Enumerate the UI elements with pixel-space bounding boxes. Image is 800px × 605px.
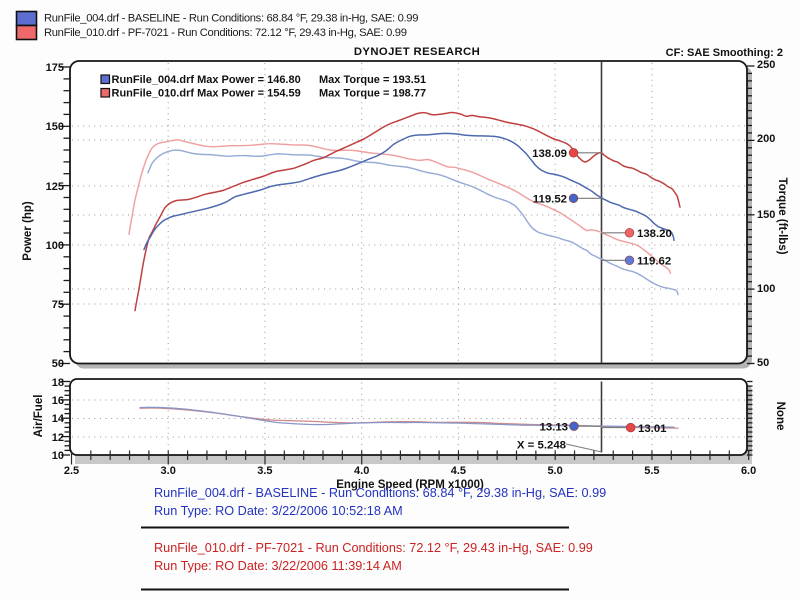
svg-text:50: 50: [757, 357, 769, 369]
svg-text:138.09: 138.09: [532, 148, 567, 160]
svg-text:5.5: 5.5: [644, 465, 659, 477]
svg-text:Run Type: RO Date: 3/22/2006: Run Type: RO Date: 3/22/2006 11:39:14 AM: [154, 559, 402, 573]
svg-text:119.52: 119.52: [533, 194, 567, 206]
svg-text:Engine Speed (RPM x1000): Engine Speed (RPM x1000): [336, 479, 484, 491]
svg-text:4.5: 4.5: [451, 465, 466, 477]
svg-text:2.5: 2.5: [64, 465, 79, 477]
svg-text:14: 14: [52, 413, 65, 425]
svg-text:RunFile_010.drf - PF-7021 -: RunFile_010.drf - PF-7021 - Run Conditio…: [44, 27, 407, 39]
svg-text:RunFile_004.drf - BASELINE -: RunFile_004.drf - BASELINE - Run Conditi…: [44, 13, 418, 25]
svg-text:150: 150: [46, 121, 64, 133]
svg-text:200: 200: [757, 133, 775, 145]
svg-text:RunFile_004.drf - BASELINE -: RunFile_004.drf - BASELINE - Run Conditi…: [154, 486, 606, 500]
svg-text:10: 10: [52, 450, 64, 462]
svg-text:12: 12: [52, 432, 64, 444]
svg-text:4.0: 4.0: [354, 465, 369, 477]
svg-text:100: 100: [46, 240, 64, 252]
svg-text:18: 18: [52, 377, 64, 389]
svg-text:5.0: 5.0: [547, 465, 562, 477]
svg-text:119.62: 119.62: [637, 256, 671, 268]
svg-text:Run Type: RO Date: 3/22/2006: Run Type: RO Date: 3/22/2006 10:52:18 AM: [154, 504, 403, 518]
svg-text:138.20: 138.20: [637, 228, 672, 240]
svg-text:3.5: 3.5: [257, 465, 272, 477]
svg-text:150: 150: [757, 209, 775, 221]
svg-text:Air/Fuel: Air/Fuel: [33, 395, 45, 438]
svg-text:Power (hp): Power (hp): [22, 201, 34, 261]
svg-text:75: 75: [52, 299, 64, 311]
svg-text:DYNOJET RESEARCH: DYNOJET RESEARCH: [354, 46, 480, 58]
svg-text:Max Torque = 198.77: Max Torque = 198.77: [319, 88, 426, 100]
svg-text:RunFile_010.drf Max Power = 15: RunFile_010.drf Max Power = 154.59: [112, 88, 301, 100]
svg-text:None: None: [774, 402, 786, 431]
svg-text:250: 250: [757, 59, 775, 71]
svg-text:16: 16: [52, 395, 64, 407]
svg-text:CF: SAE Smoothing: 2: CF: SAE Smoothing: 2: [666, 47, 783, 59]
svg-text:3.0: 3.0: [161, 465, 176, 477]
svg-text:X = 5.248: X = 5.248: [517, 440, 566, 452]
svg-text:Max Torque = 193.51: Max Torque = 193.51: [319, 74, 426, 86]
svg-text:RunFile_004.drf Max Power = 14: RunFile_004.drf Max Power = 146.80: [112, 74, 301, 86]
svg-text:Torque (ft-lbs): Torque (ft-lbs): [776, 177, 788, 254]
svg-text:RunFile_010.drf - PF-7021 -: RunFile_010.drf - PF-7021 - Run Conditio…: [154, 541, 593, 555]
svg-text:6.0: 6.0: [741, 465, 756, 477]
svg-text:50: 50: [52, 358, 64, 370]
svg-text:175: 175: [46, 62, 64, 74]
svg-text:13.01: 13.01: [638, 423, 667, 435]
svg-text:125: 125: [46, 181, 64, 193]
svg-text:100: 100: [757, 283, 775, 295]
svg-text:13.13: 13.13: [539, 422, 568, 434]
